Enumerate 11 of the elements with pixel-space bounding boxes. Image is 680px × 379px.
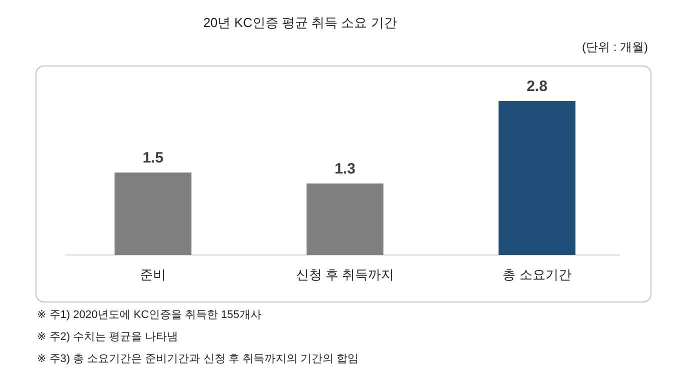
- data-label: 1.5: [142, 150, 164, 166]
- text: ※ 주1) 2020년도에 KC인증을 취득한 155개사: [37, 309, 262, 321]
- chart-title: 20년 KC인증 평균 취득 소요 기간: [203, 15, 397, 30]
- text: ※ 주2) 수치는 평균을 나타냄: [37, 331, 178, 343]
- data-label: 2.8: [526, 78, 548, 95]
- x-tick-label: 신청 후 취득까지: [296, 267, 394, 282]
- x-tick-label: 총 소요기간: [502, 267, 572, 282]
- data-label: 1.3: [334, 160, 356, 178]
- x-tick-label: 준비: [140, 267, 166, 282]
- text: ※ 주3) 총 소요기간은 준비기간과 신청 후 취득까지의 기간의 합임: [37, 353, 359, 365]
- text: (단위 : 개월): [582, 40, 648, 54]
